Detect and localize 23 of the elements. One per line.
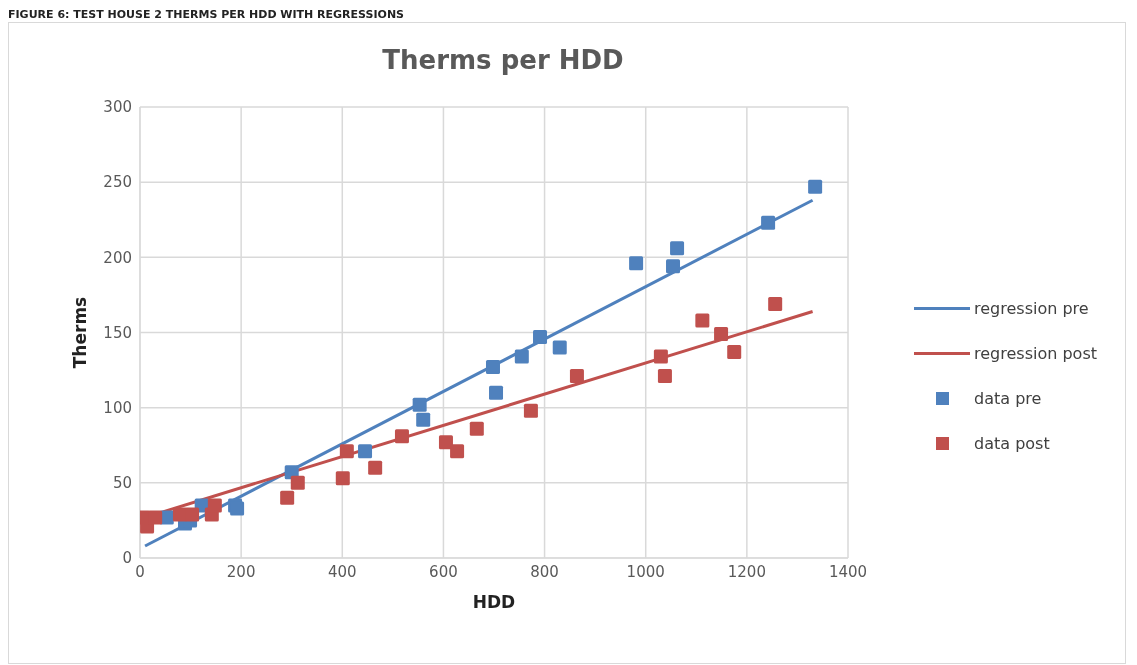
x-axis-title: HDD <box>472 592 516 612</box>
y-tick-label: 300 <box>103 98 132 117</box>
y-tick-label: 100 <box>103 398 132 417</box>
caption: FIGURE 6: TEST HOUSE 2 THERMS PER HDD WITH REGRESSIONS <box>8 8 406 22</box>
x-tick-label: 800 <box>530 562 559 581</box>
legend-label: data pre <box>974 389 1042 408</box>
y-tick-label: 200 <box>103 248 132 267</box>
y-axis-title: Therms <box>70 296 91 369</box>
legend-label: regression pre <box>974 299 1089 318</box>
y-tick-label: 150 <box>103 323 132 342</box>
x-tick-label: 1400 <box>828 562 868 581</box>
y-tick-label: 250 <box>103 173 132 192</box>
legend-label: regression post <box>974 344 1097 363</box>
y-tick-label: 0 <box>122 549 132 568</box>
y-tick-label: 50 <box>112 474 132 493</box>
x-tick-label: 400 <box>327 562 357 581</box>
x-tick-label: 1200 <box>727 562 766 581</box>
x-tick-label: 0 <box>135 562 145 581</box>
x-tick-label: 600 <box>429 562 458 581</box>
x-tick-label: 200 <box>226 562 256 581</box>
chart-title: Therms per HDD <box>381 45 625 75</box>
legend-label: data post <box>974 434 1050 453</box>
x-tick-label: 1000 <box>626 562 665 581</box>
